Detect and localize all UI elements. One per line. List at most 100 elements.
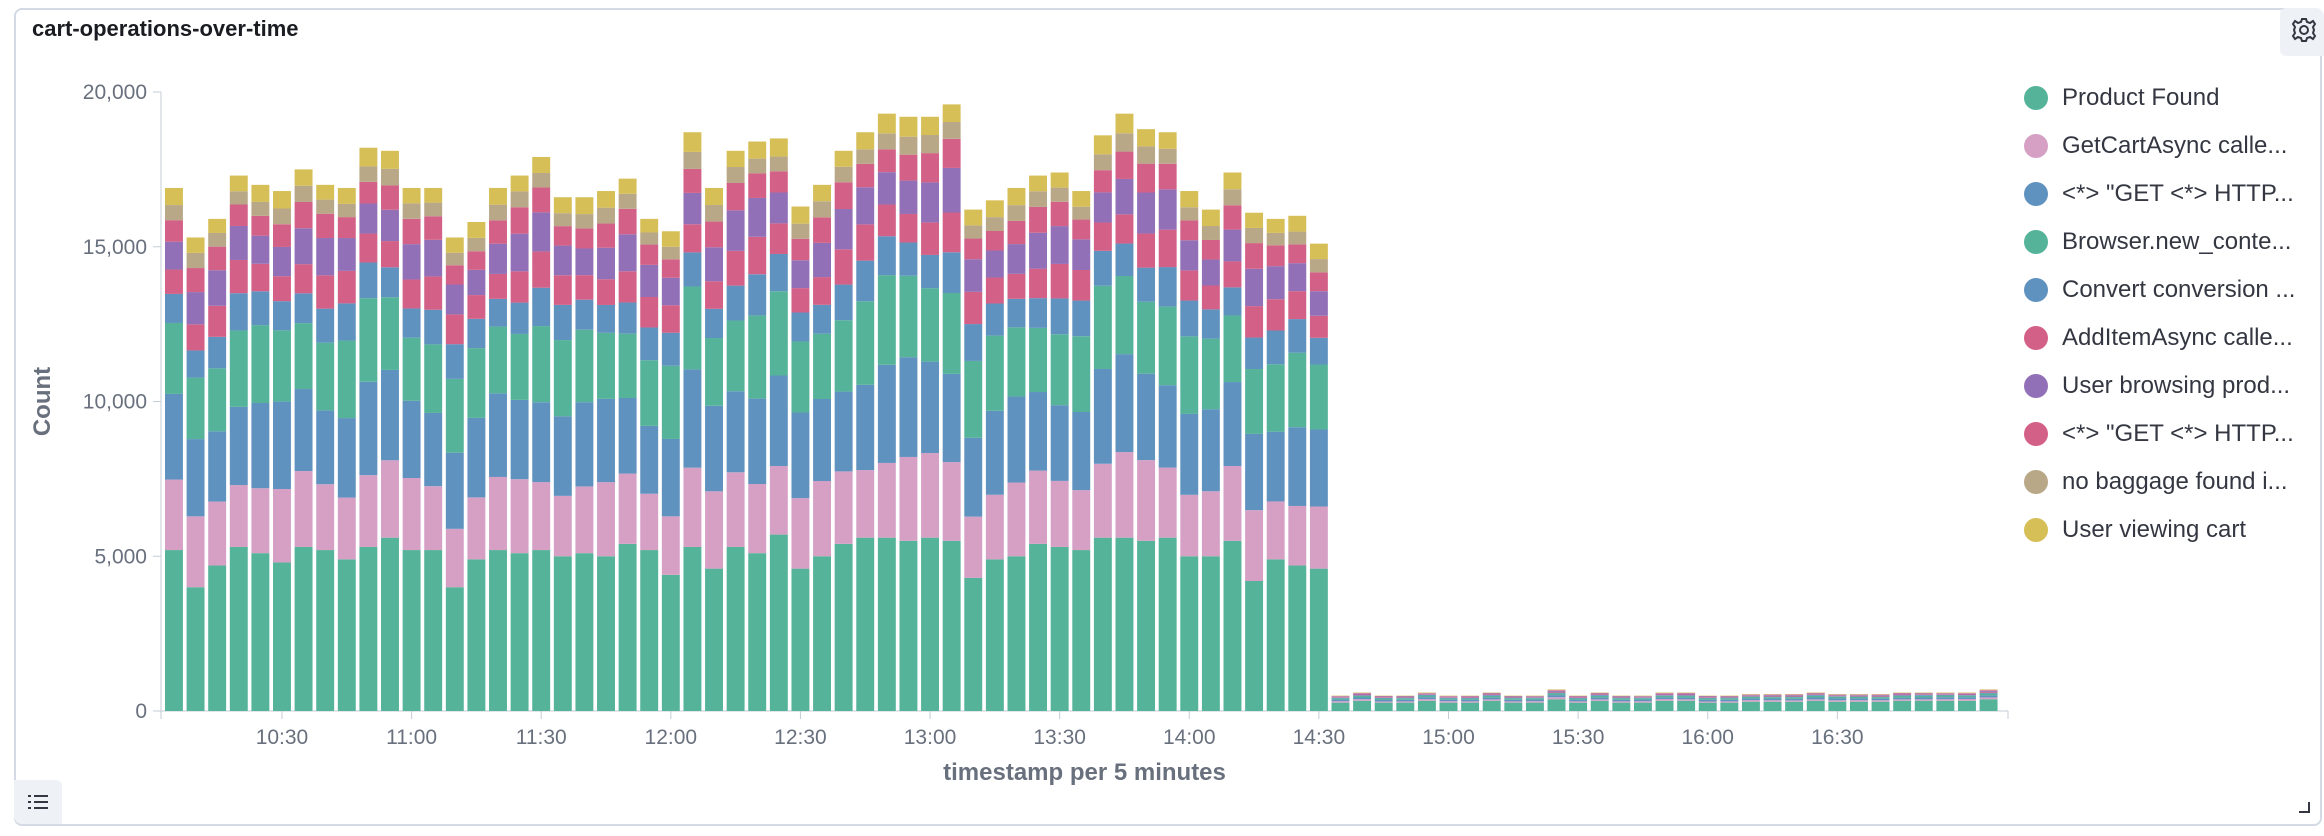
bar-segment (1763, 695, 1782, 697)
bar-segment (208, 232, 227, 247)
bar-segment (1461, 702, 1480, 711)
bar-segment (791, 206, 810, 224)
bar-segment (381, 460, 399, 538)
bar-segment (229, 330, 248, 407)
bar-segment (726, 320, 745, 392)
bar-segment (661, 246, 680, 260)
bar-segment (1288, 565, 1307, 711)
bar-segment (1763, 700, 1782, 702)
legend-item[interactable]: GetCartAsync calle... (2024, 122, 2314, 170)
bar-segment (726, 285, 745, 321)
bar-segment (186, 587, 205, 711)
bar-segment (921, 254, 940, 289)
y-tick-label: 0 (135, 700, 147, 723)
bar-segment (316, 484, 335, 551)
legend-item[interactable]: <*> "GET <*> HTTP... (2024, 410, 2314, 458)
bar-segment (856, 163, 875, 188)
bar-segment (229, 204, 248, 226)
bar-segment (1547, 692, 1566, 694)
bar-segment (1741, 695, 1760, 697)
bar-segment (856, 149, 875, 164)
legend-item[interactable]: User viewing cart (2024, 506, 2314, 554)
bar-segment (1612, 702, 1631, 711)
bar-segment (553, 245, 572, 276)
bar-segment (1223, 466, 1242, 541)
bar-segment (1871, 694, 1890, 696)
bar-segment (705, 338, 723, 406)
bar-segment (294, 169, 313, 186)
legend-label: Convert conversion ... (2062, 276, 2296, 303)
legend-item[interactable]: no baggage found i... (2024, 458, 2314, 506)
y-tick-label: 20,000 (83, 81, 147, 104)
bar-segment (1677, 696, 1696, 698)
bar-segment (1806, 697, 1825, 700)
bar-segment (1331, 699, 1350, 702)
bar-segment (359, 147, 378, 167)
bar-segment (1050, 187, 1069, 202)
bar-segment (402, 244, 421, 280)
bar-segment (251, 263, 270, 292)
bar-segment (834, 284, 853, 321)
bar-segment (813, 556, 831, 711)
legend-item[interactable]: Product Found (2024, 74, 2314, 122)
bar-segment (1137, 163, 1156, 193)
bar-segment (1331, 697, 1350, 699)
bar-segment (683, 286, 702, 370)
resize-corner-icon[interactable] (2298, 800, 2310, 813)
bar-segment (1353, 694, 1372, 696)
bar-segment (640, 550, 659, 711)
bar-segment (964, 577, 983, 711)
legend-toggle-button[interactable] (14, 780, 62, 824)
bar-segment (683, 151, 702, 169)
bar-segment (1439, 699, 1458, 702)
x-tick-label: 15:30 (1552, 726, 1605, 749)
bar-segment (748, 274, 767, 316)
bar-segment (1763, 698, 1782, 701)
bar-segment (381, 369, 399, 461)
bar-segment (510, 553, 529, 711)
legend-color-dot (2024, 518, 2048, 542)
bar-segment (402, 203, 421, 219)
bar-segment (402, 279, 421, 309)
bar-segment (1957, 695, 1976, 698)
bar-segment (402, 400, 421, 479)
bar-segment (1957, 693, 1976, 695)
bar-segment (1115, 178, 1134, 215)
legend-item[interactable]: Browser.new_conte... (2024, 218, 2314, 266)
bar-segment (1201, 226, 1220, 240)
bar-segment (1698, 698, 1717, 700)
bar-segment (208, 218, 227, 233)
panel-options-button[interactable] (2280, 8, 2324, 56)
bar-segment (1245, 306, 1264, 338)
bar-segment (1245, 337, 1264, 370)
bar-segment (1439, 696, 1458, 698)
bar-segment (1936, 694, 1955, 695)
bar-segment (748, 197, 767, 237)
bar-segment (683, 252, 702, 287)
legend-label: AddItemAsync calle... (2062, 324, 2293, 351)
bar-segment (165, 205, 183, 221)
bar-segment (1417, 699, 1436, 701)
legend-item[interactable]: Convert conversion ... (2024, 266, 2314, 314)
bar-segment (769, 192, 788, 224)
legend-item[interactable]: AddItemAsync calle... (2024, 314, 2314, 362)
x-tick-label: 16:00 (1681, 726, 1734, 749)
bar-segment (1612, 699, 1631, 702)
bar-segment (1007, 205, 1026, 221)
bar-segment (942, 138, 961, 168)
legend-color-dot (2024, 182, 2048, 206)
bar-segment (877, 149, 896, 173)
bar-segment (834, 391, 853, 472)
bar-segment (1612, 701, 1631, 703)
bar-segment (337, 303, 356, 341)
bar-segment (510, 207, 529, 234)
bar-segment (942, 122, 961, 139)
legend-item[interactable]: User browsing prod... (2024, 362, 2314, 410)
bar-segment (1137, 540, 1156, 711)
bar-segment (1180, 413, 1199, 495)
bar-segment (856, 384, 875, 471)
bar-segment (640, 232, 659, 245)
bar-segment (921, 182, 940, 223)
legend-item[interactable]: <*> "GET <*> HTTP... (2024, 170, 2314, 218)
bar-segment (661, 365, 680, 439)
